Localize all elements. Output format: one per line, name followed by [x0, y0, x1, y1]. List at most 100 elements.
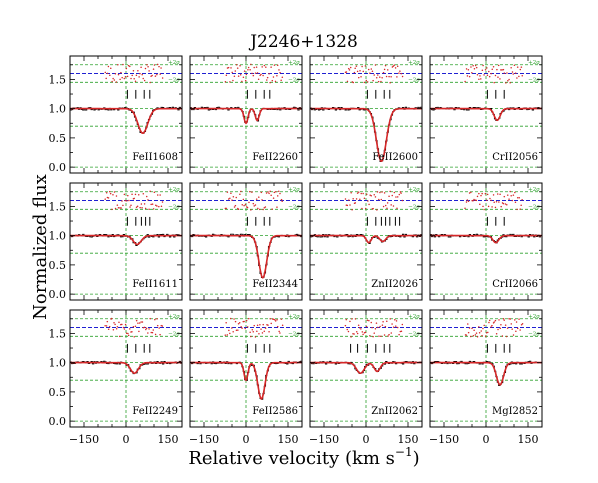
residual-point: [260, 191, 263, 194]
residual-point: [386, 320, 388, 323]
residual-point: [512, 73, 514, 75]
panel-feii2260: +2σ −2σ FeII2260: [189, 55, 303, 174]
residual-point: [392, 65, 395, 67]
panel-crii2066: +2σ −2σ CrII2066: [429, 182, 543, 301]
residual-point: [228, 329, 230, 332]
residual-point: [255, 198, 258, 200]
residual-point: [243, 320, 245, 323]
residual-minus-label: −2σ: [288, 77, 300, 83]
residual-point: [262, 74, 264, 77]
residual-point: [481, 69, 484, 71]
x-tick-label: −150: [189, 433, 219, 446]
panel-label: FeII2249: [132, 406, 178, 417]
residual-point: [159, 194, 161, 196]
residual-plus-label: +2σ: [168, 314, 180, 320]
residual-point: [481, 192, 483, 195]
residual-point: [159, 333, 161, 336]
residual-point: [396, 326, 399, 329]
residual-minus-label: −2σ: [528, 77, 540, 83]
residual-point: [237, 208, 240, 211]
residual-point: [496, 68, 498, 71]
residual-point: [514, 319, 516, 321]
residual-point: [279, 71, 281, 74]
residual-point: [391, 194, 393, 197]
model-fit: [430, 107, 542, 122]
residual-point: [262, 323, 264, 326]
residual-point: [259, 74, 261, 77]
residual-point: [122, 63, 124, 66]
residual-point: [149, 81, 151, 84]
residual-point: [122, 204, 124, 207]
residual-point: [514, 201, 517, 203]
panel-label: FeII1608: [132, 152, 178, 163]
residual-point: [399, 70, 401, 72]
residual-point: [248, 201, 250, 204]
residual-point: [151, 74, 153, 77]
residual-point: [376, 74, 379, 76]
residual-point: [488, 75, 491, 78]
residual-point: [374, 327, 377, 330]
residual-point: [521, 199, 523, 201]
residual-plus-label: +2σ: [168, 187, 180, 193]
residual-point: [473, 329, 475, 332]
residual-point: [115, 81, 118, 83]
residual-point: [117, 73, 120, 76]
residual-point: [246, 326, 249, 328]
residual-point: [225, 321, 227, 324]
residual-point: [382, 205, 385, 208]
residual-point: [353, 71, 356, 74]
residual-point: [280, 198, 283, 201]
residual-point: [465, 201, 468, 203]
residual-point: [279, 192, 281, 195]
residual-point: [478, 332, 481, 334]
residual-point: [370, 68, 373, 70]
residual-point: [116, 326, 119, 328]
residual-point: [278, 69, 280, 71]
residual-point: [400, 330, 403, 333]
residual-point: [354, 67, 356, 70]
residual-point: [269, 318, 271, 320]
residual-point: [371, 70, 374, 73]
residual-minus-label: −2σ: [288, 331, 300, 337]
residual-point: [483, 74, 485, 76]
residual-point: [376, 191, 379, 193]
residual-point: [247, 68, 249, 71]
residual-point: [388, 195, 390, 197]
x-tick-label: 0: [483, 433, 490, 446]
residual-point: [369, 334, 371, 337]
residual-point: [104, 198, 106, 200]
residual-point: [348, 69, 351, 71]
residual-point: [392, 205, 395, 207]
residual-point: [398, 333, 400, 336]
residual-point: [382, 320, 384, 323]
model-fit: [70, 107, 182, 135]
residual-point: [508, 78, 510, 81]
residual-point: [156, 194, 159, 196]
residual-point: [105, 77, 107, 80]
residual-point: [380, 198, 382, 201]
residual-point: [252, 330, 255, 333]
residual-point: [250, 335, 252, 338]
x-tick-label: 0: [123, 433, 130, 446]
residual-point: [467, 323, 469, 325]
panel-feii1611: +2σ −2σ FeII1611 0.0 0.5 1.0 1.5: [49, 182, 183, 301]
residual-point: [501, 335, 504, 337]
residual-point: [151, 203, 154, 205]
residual-point: [161, 201, 164, 203]
model-fit: [190, 361, 302, 400]
residual-point: [250, 63, 252, 66]
residual-point: [230, 317, 232, 320]
residual-point: [140, 66, 142, 68]
residual-point: [142, 192, 145, 195]
residual-point: [399, 330, 402, 333]
residual-point: [135, 319, 138, 322]
residual-point: [471, 71, 473, 74]
model-fit: [190, 107, 302, 125]
residual-point: [247, 66, 250, 69]
residual-point: [364, 65, 367, 67]
residual-point: [475, 332, 478, 334]
residual-minus-label: −2σ: [168, 77, 180, 83]
residual-point: [237, 329, 239, 331]
residual-point: [224, 334, 227, 336]
residual-point: [135, 74, 138, 76]
